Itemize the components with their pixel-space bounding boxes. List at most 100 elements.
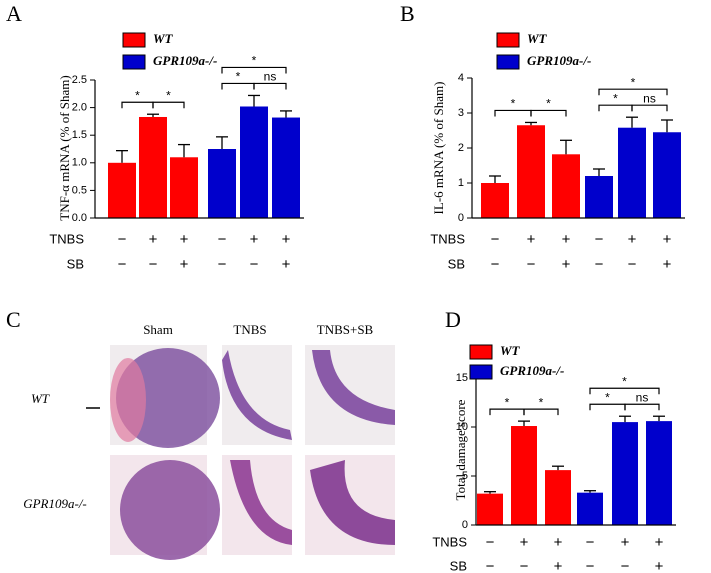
y-axis-label: Total damage score [453, 399, 468, 500]
condition-name: TNBS [49, 231, 84, 246]
bar [653, 132, 681, 218]
condition-value: + [282, 256, 291, 273]
significance-bracket [589, 387, 660, 395]
condition-name: TNBS [430, 231, 465, 246]
legend-swatch [122, 32, 146, 48]
condition-value: + [282, 231, 291, 248]
bar [208, 149, 236, 218]
condition-value: + [250, 231, 259, 248]
legend-swatch [469, 344, 493, 360]
condition-value: + [149, 231, 158, 248]
tissue [110, 358, 146, 442]
legend-label: WT [153, 31, 174, 46]
condition-value: − [520, 558, 529, 573]
bar [585, 176, 613, 218]
condition-value: − [586, 534, 595, 551]
bar [646, 421, 672, 525]
y-tick-label: 0.5 [72, 184, 87, 196]
histology-images [86, 345, 395, 560]
condition-value: − [149, 256, 158, 273]
legend-label: GPR109a-/- [153, 53, 217, 68]
y-tick-label: 1 [458, 177, 464, 189]
condition-value: + [655, 558, 664, 573]
condition-value: − [491, 256, 500, 273]
y-tick-label: 4 [458, 72, 464, 84]
significance-label: * [166, 88, 171, 102]
bar [272, 117, 300, 218]
condition-name: TNBS [432, 534, 467, 549]
bar [552, 154, 580, 218]
significance-bracket [523, 408, 559, 416]
condition-name: SB [67, 256, 84, 271]
significance-bracket [221, 66, 287, 74]
condition-value: − [486, 558, 495, 573]
significance-label: * [505, 395, 510, 409]
y-tick-label: 1.0 [72, 157, 87, 169]
condition-name: SB [450, 558, 467, 573]
condition-value: + [180, 256, 189, 273]
y-tick-label: 2.5 [72, 74, 87, 86]
y-tick-label: 2 [458, 142, 464, 154]
y-tick-label: 15 [456, 372, 468, 384]
significance-label: * [539, 395, 544, 409]
condition-value: − [621, 558, 630, 573]
row-label: GPR109a-/- [23, 496, 87, 511]
condition-value: + [554, 558, 563, 573]
condition-value: + [520, 534, 529, 551]
tissue [312, 350, 395, 425]
significance-label: * [622, 374, 627, 388]
condition-value: + [562, 256, 571, 273]
y-tick-label: 0.0 [72, 212, 87, 224]
significance-label: * [546, 97, 551, 111]
significance-bracket [530, 109, 567, 117]
condition-value: − [218, 231, 227, 248]
y-tick-label: 5 [462, 470, 468, 482]
significance-label: * [135, 88, 140, 102]
significance-label: ns [636, 390, 649, 404]
significance-label: ns [643, 91, 656, 105]
bar [517, 125, 545, 218]
tissue [222, 350, 292, 440]
y-axis-label: IL-6 mRNA (% of Sham) [431, 82, 446, 215]
significance-label: ns [264, 70, 277, 84]
bar [170, 157, 198, 218]
condition-value: − [595, 231, 604, 248]
condition-value: + [663, 231, 672, 248]
condition-value: − [250, 256, 259, 273]
legend-label: GPR109a-/- [527, 53, 591, 68]
significance-bracket [253, 82, 287, 90]
legend-swatch [469, 364, 493, 380]
significance-label: * [605, 390, 610, 404]
legend-swatch [496, 54, 520, 70]
bar [545, 470, 571, 525]
condition-value: − [628, 256, 637, 273]
bar [618, 127, 646, 218]
column-label: TNBS [233, 322, 266, 337]
legend-label: GPR109a-/- [500, 363, 564, 378]
condition-value: − [486, 534, 495, 551]
column-label: TNBS+SB [317, 322, 374, 337]
condition-value: + [562, 231, 571, 248]
condition-value: − [118, 256, 127, 273]
panel-label: A [6, 1, 22, 26]
significance-bracket [598, 88, 668, 96]
tissue [310, 460, 395, 545]
condition-value: − [218, 256, 227, 273]
bar [139, 116, 167, 218]
condition-value: + [621, 534, 630, 551]
column-label: Sham [143, 322, 173, 337]
significance-bracket [624, 403, 660, 411]
y-tick-label: 10 [456, 421, 468, 433]
y-tick-label: 1.5 [72, 129, 87, 141]
legend-label: WT [500, 343, 521, 358]
condition-value: − [491, 231, 500, 248]
condition-value: + [554, 534, 563, 551]
condition-value: + [628, 231, 637, 248]
significance-label: * [613, 91, 618, 105]
bar [108, 162, 136, 218]
y-tick-label: 2.0 [72, 102, 87, 114]
y-axis-label: TNF-α mRNA (% of Sham) [57, 75, 72, 220]
y-tick-label: 3 [458, 107, 464, 119]
bar [612, 422, 638, 525]
condition-value: − [595, 256, 604, 273]
